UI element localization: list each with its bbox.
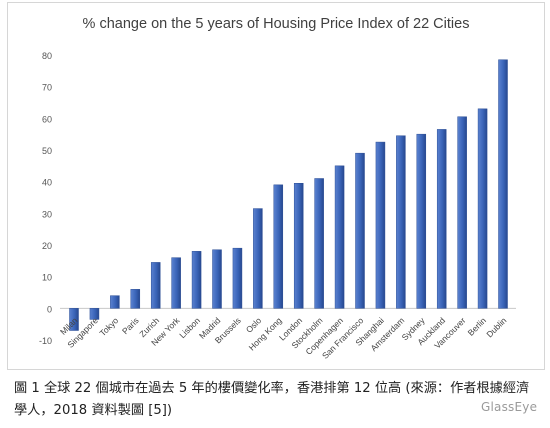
- bar-amsterdam: [396, 135, 406, 309]
- bar-london: [293, 183, 304, 309]
- x-tick-label: Tokyo: [97, 315, 120, 338]
- y-tick-label: 10: [42, 273, 52, 283]
- chart-title: % change on the 5 years of Housing Price…: [83, 16, 470, 32]
- bar-shanghai: [375, 141, 386, 309]
- bar-madrid: [212, 249, 222, 309]
- bar-chart: % change on the 5 years of Housing Price…: [39, 16, 516, 361]
- bar-singapore: [89, 308, 100, 320]
- figure-caption: 圖 1 全球 22 個城市在過去 5 年的樓價變化率，香港排第 12 位高 (來…: [14, 381, 530, 418]
- bar-berlin: [477, 108, 488, 309]
- y-tick-label: 60: [42, 114, 52, 124]
- bar-sydney: [416, 133, 427, 309]
- y-tick-label: 50: [42, 146, 52, 156]
- y-tick-label: 30: [42, 209, 52, 219]
- bar-lisbon: [191, 251, 202, 309]
- bar-brussels: [232, 247, 243, 309]
- bar-tokyo: [110, 295, 120, 309]
- x-tick-label: Dublin: [484, 315, 508, 339]
- bar-oslo: [253, 208, 263, 309]
- bar-stockholm: [314, 178, 324, 309]
- bar-auckland: [436, 129, 447, 309]
- y-tick-label: 40: [42, 178, 52, 188]
- bar-series: [69, 59, 508, 331]
- y-tick-label: 0: [47, 304, 52, 314]
- bar-vancouver: [457, 116, 467, 309]
- bar-milan: [69, 308, 79, 331]
- bar-san-francisco: [355, 152, 365, 309]
- bar-copenhagen: [334, 165, 345, 309]
- bar-hong-kong: [273, 184, 284, 309]
- chart-frame: % change on the 5 years of Housing Price…: [7, 2, 545, 370]
- bar-paris: [130, 289, 141, 309]
- y-tick-label: 20: [42, 241, 52, 251]
- watermark: GlassEye: [481, 400, 538, 414]
- y-tick-label: 80: [42, 51, 52, 61]
- bar-dublin: [498, 59, 508, 309]
- bar-new-york: [171, 257, 181, 309]
- y-tick-label: -10: [39, 336, 52, 346]
- x-tick-label: Berlin: [466, 315, 489, 338]
- bar-zurich: [150, 262, 161, 309]
- y-tick-label: 70: [42, 83, 52, 93]
